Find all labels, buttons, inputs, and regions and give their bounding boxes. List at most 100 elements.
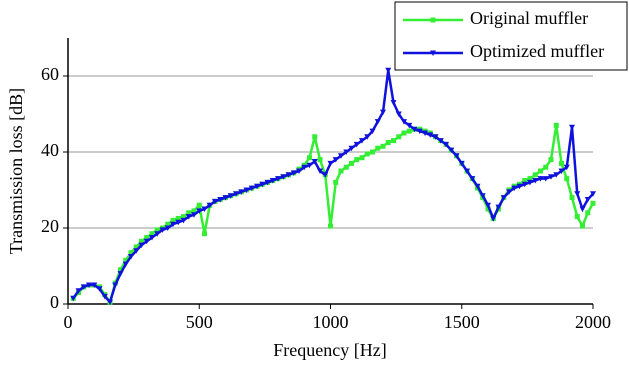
marker [437, 138, 444, 144]
marker [579, 206, 586, 212]
marker [430, 17, 436, 23]
marker [548, 157, 554, 163]
marker [353, 141, 360, 148]
marker [317, 168, 323, 174]
marker [259, 181, 266, 188]
marker [311, 159, 318, 165]
marker [191, 208, 197, 214]
marker [558, 168, 565, 174]
marker [128, 250, 134, 256]
marker [375, 145, 381, 151]
marker [574, 191, 581, 197]
marker [559, 160, 564, 166]
marker [401, 130, 407, 136]
marker [332, 157, 339, 163]
marker [464, 168, 470, 174]
marker [364, 134, 371, 140]
marker [285, 172, 292, 178]
legend-label: Original muffler [470, 8, 588, 28]
marker [181, 214, 186, 220]
marker [186, 210, 192, 216]
marker [296, 168, 302, 174]
marker [395, 111, 402, 117]
marker [527, 179, 533, 186]
marker [254, 183, 260, 190]
marker [569, 124, 575, 131]
x-tick-label: 1000 [313, 312, 349, 332]
x-tick-label: 1500 [444, 312, 480, 332]
marker [401, 119, 407, 125]
x-tick-label: 500 [186, 312, 213, 332]
marker [101, 293, 108, 300]
marker [432, 134, 439, 140]
marker [128, 254, 134, 260]
marker [196, 202, 202, 208]
marker [191, 212, 197, 218]
marker [185, 214, 192, 220]
marker [243, 187, 250, 193]
y-tick-label: 20 [41, 216, 59, 236]
marker [564, 176, 570, 182]
x-tick-label: 2000 [575, 312, 611, 332]
marker [532, 178, 539, 184]
marker [328, 223, 333, 229]
marker [548, 174, 554, 180]
marker [118, 267, 123, 273]
marker [122, 261, 129, 268]
marker [301, 164, 308, 171]
marker [86, 282, 92, 288]
marker [196, 208, 203, 214]
y-tick-label: 40 [41, 140, 59, 160]
marker [159, 227, 166, 233]
marker [149, 231, 155, 237]
marker [495, 204, 502, 211]
x-tick-label: 0 [64, 312, 73, 332]
marker [201, 206, 208, 212]
marker [144, 235, 150, 240]
marker [275, 176, 281, 182]
marker [269, 178, 276, 184]
marker [521, 181, 528, 188]
marker [80, 284, 87, 290]
marker [543, 164, 549, 170]
marker [217, 197, 224, 203]
marker [333, 179, 339, 185]
marker [348, 145, 355, 152]
y-tick-label: 0 [50, 292, 59, 312]
marker [427, 132, 434, 138]
marker [149, 235, 155, 241]
marker [553, 172, 560, 178]
marker [406, 122, 413, 129]
marker [338, 168, 344, 174]
marker [574, 214, 580, 220]
marker [469, 176, 476, 182]
marker [206, 202, 213, 209]
marker [133, 244, 139, 250]
marker [170, 217, 176, 223]
marker [396, 134, 402, 140]
marker [343, 164, 349, 170]
marker [248, 185, 255, 192]
marker [537, 176, 544, 182]
marker [385, 67, 392, 74]
marker [500, 195, 507, 201]
marker [370, 149, 375, 155]
marker [411, 126, 418, 133]
marker [164, 225, 171, 231]
marker [516, 183, 523, 190]
marker [165, 221, 171, 227]
marker [374, 119, 381, 125]
marker [569, 195, 575, 201]
marker [264, 179, 271, 186]
marker [112, 282, 119, 288]
marker [202, 231, 207, 237]
marker [538, 168, 543, 174]
marker [474, 183, 481, 190]
marker [307, 155, 312, 161]
marker [563, 164, 570, 171]
marker [349, 160, 354, 166]
marker [553, 122, 559, 128]
marker [532, 172, 538, 178]
marker [359, 138, 365, 144]
marker [343, 149, 350, 155]
